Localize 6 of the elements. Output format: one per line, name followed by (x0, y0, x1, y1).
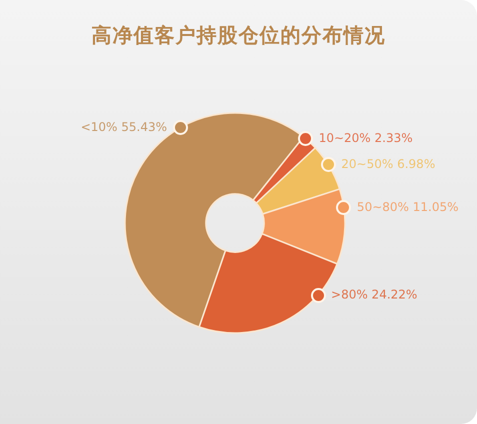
legend-label: >80% 24.22% (331, 287, 418, 302)
chart-title: 高净值客户持股仓位的分布情况 (90, 22, 386, 49)
slice-label: <10% 55.43% (80, 120, 167, 134)
legend-label: 20~50% 6.98% (341, 156, 436, 171)
legend-label: 50~80% 11.05% (356, 200, 459, 214)
legend-label: 10~20% 2.33% (318, 130, 413, 145)
